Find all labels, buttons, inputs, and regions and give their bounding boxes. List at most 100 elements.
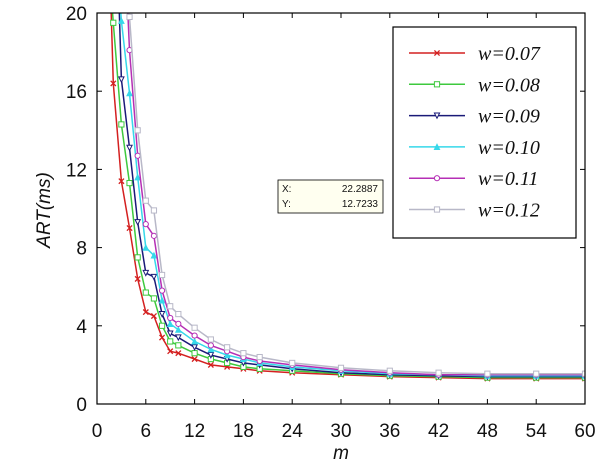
x-tick-label: 6 xyxy=(141,421,152,442)
data-point xyxy=(118,121,125,128)
legend-marker xyxy=(433,206,441,213)
x-tick-label: 60 xyxy=(574,421,595,442)
data-point xyxy=(224,344,231,351)
data-point xyxy=(150,207,158,214)
data-point xyxy=(435,369,442,376)
data-point-stroke xyxy=(126,224,133,232)
legend-entries: w=0.07 w=0.08 w=0.09 w=0.10 w=0.11 w=0.12 xyxy=(409,43,541,222)
data-point xyxy=(174,334,182,342)
data-point-stroke xyxy=(175,350,182,357)
data-point xyxy=(207,345,215,353)
x-tick-label: 48 xyxy=(477,421,498,442)
data-point xyxy=(175,342,182,349)
data-point xyxy=(191,350,198,357)
legend-marker-stroke xyxy=(433,49,441,57)
data-point xyxy=(191,337,199,345)
data-point xyxy=(223,351,231,359)
legend-marker xyxy=(433,143,441,150)
x-tick-label: 0 xyxy=(92,421,103,442)
data-point xyxy=(207,336,214,343)
data-point xyxy=(256,353,263,361)
legend-label: w=0.09 xyxy=(478,106,540,128)
data-point xyxy=(110,80,117,87)
legend-marker xyxy=(433,112,441,120)
data-point xyxy=(207,361,214,368)
data-point xyxy=(191,344,199,352)
data-point xyxy=(126,13,133,21)
y-axis-label: ART(ms) xyxy=(34,172,55,249)
legend-label: w=0.08 xyxy=(478,74,540,96)
data-point xyxy=(158,296,166,304)
data-point xyxy=(386,367,393,374)
legend-entry: w=0.07 xyxy=(409,43,541,65)
data-point xyxy=(167,314,174,322)
data-point-stroke xyxy=(207,361,214,368)
data-point xyxy=(175,320,182,327)
legend-label: w=0.12 xyxy=(478,200,540,222)
data-point-stroke xyxy=(159,334,166,341)
legend-label: w=0.07 xyxy=(478,43,541,65)
data-point xyxy=(126,179,133,187)
data-point xyxy=(142,289,149,296)
legend-entry: w=0.11 xyxy=(409,168,538,190)
data-point xyxy=(191,324,198,331)
data-point xyxy=(158,322,166,329)
data-point xyxy=(142,197,149,204)
data-point xyxy=(166,320,174,327)
data-point xyxy=(191,355,198,363)
data-point xyxy=(118,178,125,185)
series-line xyxy=(111,13,585,379)
y-tick-label: 16 xyxy=(66,82,87,103)
data-point xyxy=(158,271,166,279)
datatip[interactable]: X: 22.2887 Y: 12.7233 xyxy=(277,179,384,214)
legend-marker xyxy=(433,49,441,57)
data-point xyxy=(142,309,149,316)
x-axis-label: m xyxy=(333,443,349,464)
y-tick-label: 12 xyxy=(66,160,87,181)
data-point xyxy=(134,173,142,181)
data-point xyxy=(158,310,166,318)
y-tick-label: 0 xyxy=(76,395,87,416)
legend-label: w=0.10 xyxy=(478,137,540,159)
data-point xyxy=(150,273,158,281)
x-tick-label: 18 xyxy=(233,421,254,442)
x-tick-label: 54 xyxy=(526,421,548,442)
data-point xyxy=(167,303,174,310)
data-point xyxy=(158,287,166,294)
x-tick-label: 42 xyxy=(428,421,449,442)
datatip-y-label: Y: xyxy=(282,199,291,210)
data-point xyxy=(142,269,150,277)
datatip-x-label: X: xyxy=(282,184,291,195)
x-tick-label: 12 xyxy=(184,421,205,442)
data-point xyxy=(159,334,166,341)
data-point xyxy=(175,350,182,357)
y-tick-label: 4 xyxy=(76,317,87,338)
x-tick-label: 30 xyxy=(330,421,351,442)
data-point-stroke xyxy=(134,275,141,282)
data-point-stroke xyxy=(150,312,157,320)
series-line xyxy=(110,13,585,380)
data-point xyxy=(166,330,174,338)
data-point-stroke xyxy=(142,309,149,316)
data-point xyxy=(484,370,491,377)
data-point xyxy=(337,364,345,371)
data-point xyxy=(134,275,141,282)
data-point xyxy=(167,338,174,345)
data-point xyxy=(289,359,296,367)
data-point xyxy=(167,348,174,355)
legend-box xyxy=(392,26,577,239)
legend: w=0.07 w=0.08 w=0.09 w=0.10 w=0.11 w=0.12 xyxy=(392,26,577,239)
data-point xyxy=(110,19,117,26)
data-point xyxy=(126,144,133,152)
data-point-stroke xyxy=(167,348,174,355)
data-point xyxy=(581,370,585,377)
datatip-y-value: 12.7233 xyxy=(342,199,379,210)
data-point-stroke xyxy=(118,178,125,185)
legend-entry: w=0.08 xyxy=(409,74,540,96)
data-point xyxy=(134,219,142,226)
legend-marker xyxy=(433,81,441,88)
data-point xyxy=(150,312,157,320)
data-point xyxy=(240,350,247,357)
